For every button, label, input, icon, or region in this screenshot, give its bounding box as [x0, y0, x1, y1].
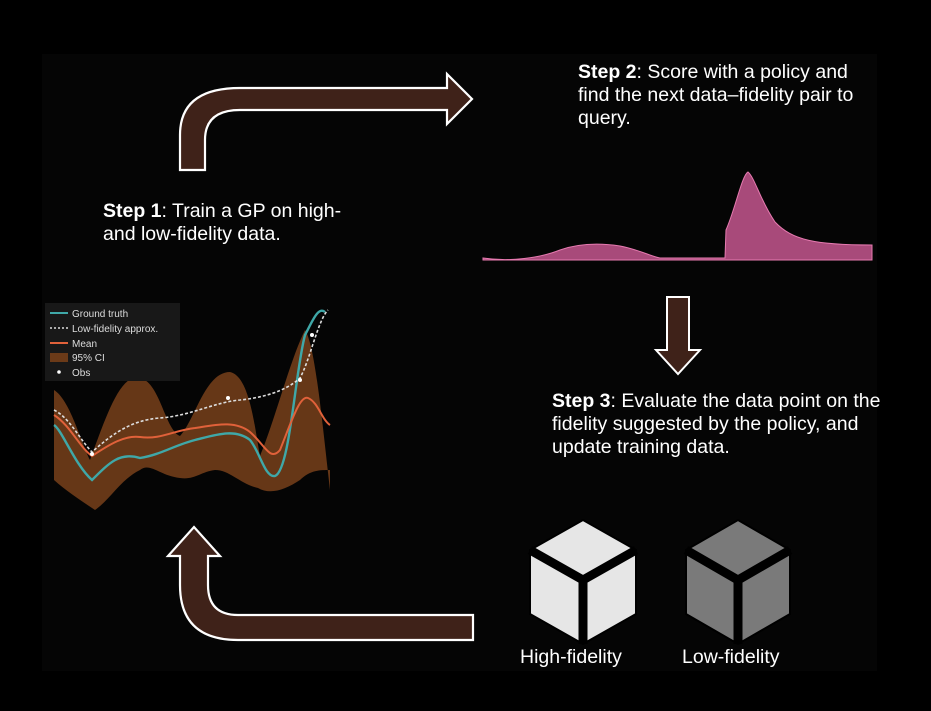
- legend-ground-truth: Ground truth: [72, 309, 128, 320]
- step-3-description: : Evaluate the data point on the fidelit…: [552, 390, 881, 458]
- arrow-down: [653, 296, 703, 376]
- legend-ci: 95% CI: [72, 353, 105, 364]
- step-2-text: Step 2: Score with a policy and find the…: [578, 61, 868, 130]
- legend: Ground truth Low-fidelity approx. Mean 9…: [45, 303, 180, 381]
- curved-arrow-right: [178, 71, 474, 172]
- legend-low-fidelity: Low-fidelity approx.: [72, 324, 158, 335]
- step-3-label: Step 3: [552, 390, 611, 412]
- obs-point: [226, 396, 230, 400]
- high-fidelity-cube-icon: [527, 518, 639, 646]
- low-fidelity-cube-icon: [683, 518, 793, 646]
- obs-point: [310, 333, 314, 337]
- mean-curve: [53, 396, 331, 458]
- gp-plot: [53, 309, 331, 510]
- acquisition-curve: [482, 171, 873, 261]
- step-1-description: : Train a GP on high- and low-fidelity d…: [103, 200, 342, 245]
- low-fidelity-label: Low-fidelity: [682, 646, 780, 668]
- ci-band: [54, 330, 330, 510]
- step-3-text: Step 3: Evaluate the data point on the f…: [552, 390, 882, 459]
- step-2-description: : Score with a policy and find the next …: [578, 61, 854, 129]
- step-1-label: Step 1: [103, 200, 162, 222]
- curved-arrow-up: [165, 525, 475, 642]
- legend-mean: Mean: [72, 339, 97, 350]
- obs-point: [90, 452, 94, 456]
- obs-point: [298, 378, 302, 382]
- legend-obs: Obs: [72, 368, 90, 379]
- step-1-text: Step 1: Train a GP on high- and low-fide…: [103, 200, 363, 246]
- high-fidelity-label: High-fidelity: [520, 646, 622, 668]
- low-fidelity-curve: [53, 309, 329, 454]
- ground-truth-curve: [53, 309, 326, 482]
- step-2-label: Step 2: [578, 61, 637, 83]
